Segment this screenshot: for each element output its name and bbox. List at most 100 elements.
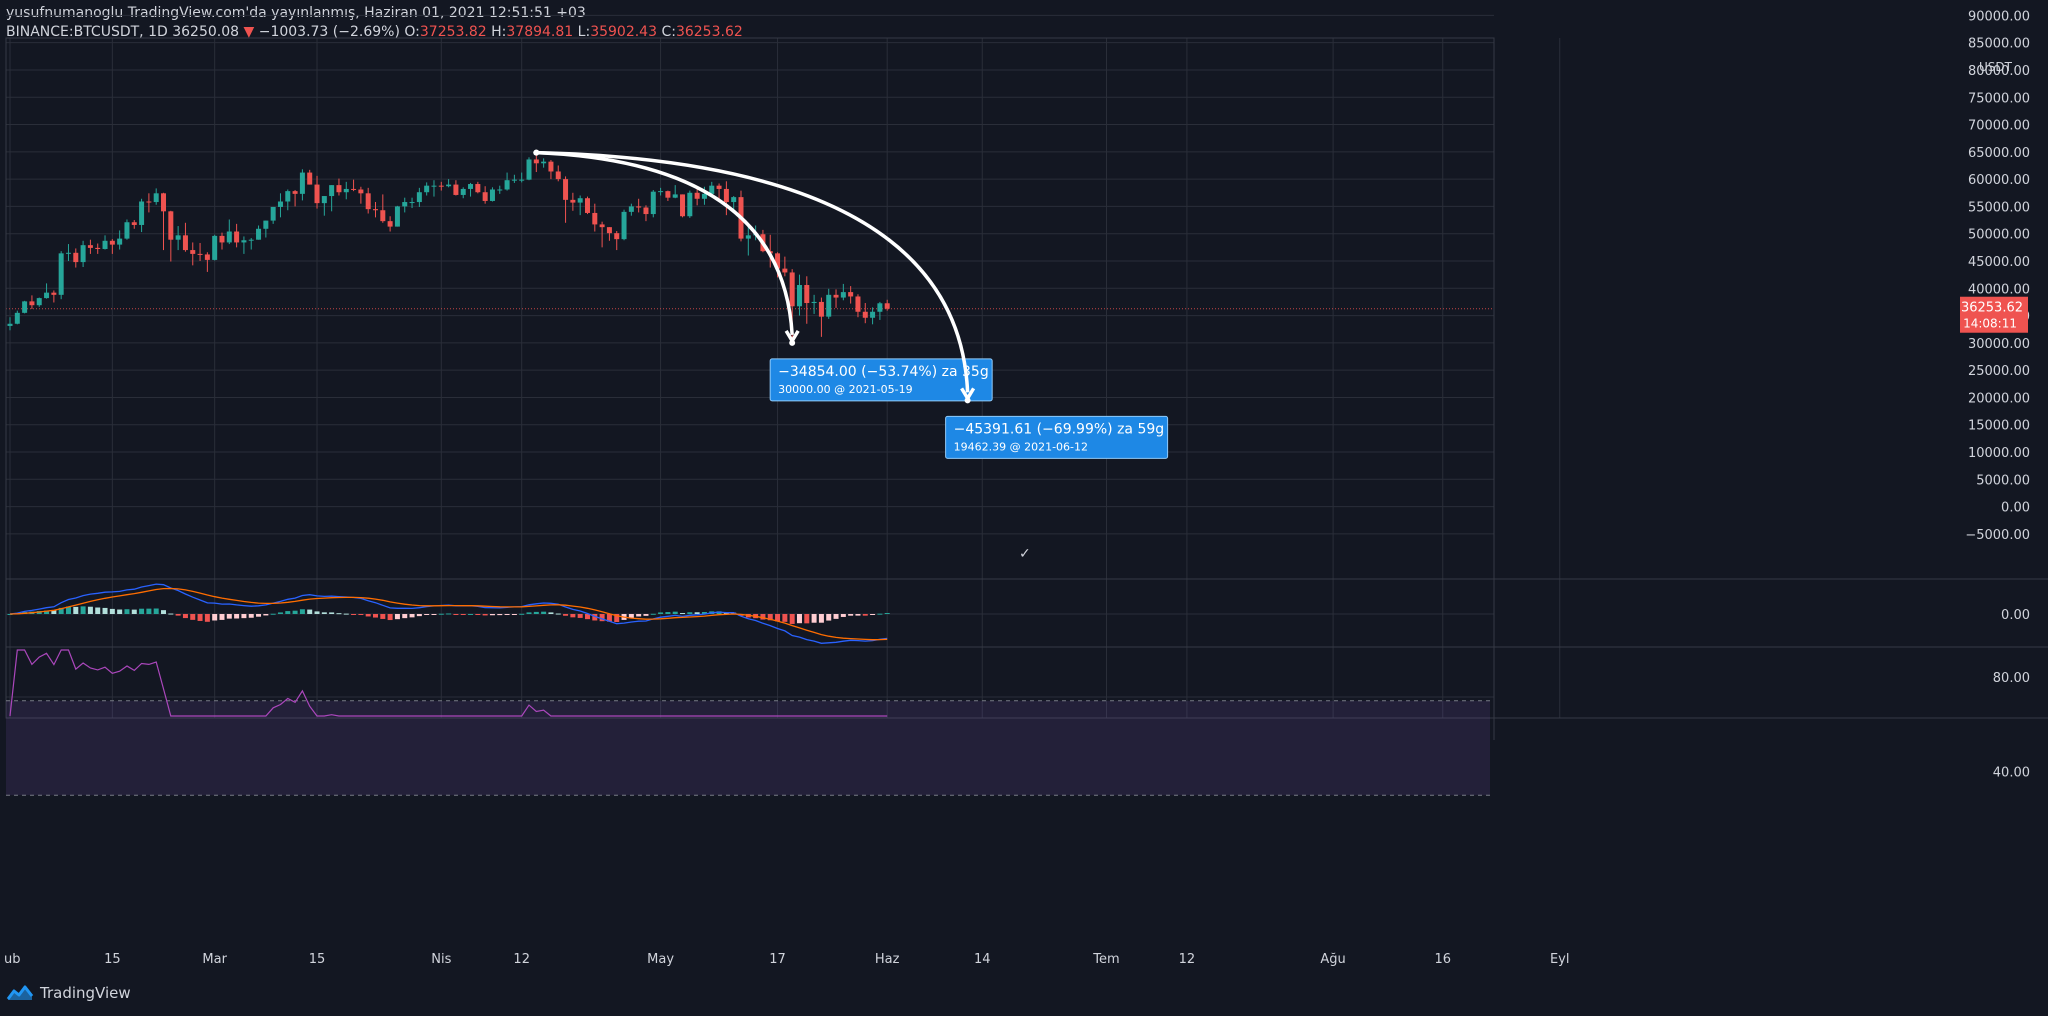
candle-body xyxy=(22,301,28,313)
macd-histogram-bar xyxy=(204,614,210,622)
candle-body xyxy=(212,235,218,260)
macd-histogram-bar xyxy=(109,608,115,614)
anchor-point xyxy=(789,339,796,346)
projection-curve xyxy=(536,150,970,393)
candle-body xyxy=(87,245,93,248)
candle-body xyxy=(314,184,320,204)
macd-histogram-bar xyxy=(680,612,686,614)
price-tick-label: 80000.00 xyxy=(1968,64,2030,79)
price-tick-label: 65000.00 xyxy=(1968,146,2030,161)
candle-body xyxy=(73,252,79,263)
price-tick-label: 5000.00 xyxy=(1976,473,2030,488)
price-axis[interactable]: 90000.00 85000.00 80000.00 75000.00 70000.00… xyxy=(1960,9,2030,781)
candle-body xyxy=(731,197,737,203)
candle-body xyxy=(51,292,57,295)
current-price-badge xyxy=(1960,296,2028,333)
time-tick-label: 17 xyxy=(769,952,786,967)
time-tick-label: Tem xyxy=(1092,952,1119,967)
price-tick-label: 50000.00 xyxy=(1968,228,2030,243)
macd-histogram-bar xyxy=(139,608,145,614)
candles xyxy=(7,152,890,343)
macd-histogram-bar xyxy=(453,614,459,615)
anchor-point xyxy=(533,149,540,156)
candle-body xyxy=(468,184,474,189)
candle-body xyxy=(577,198,583,203)
published-line: yusufnumanoglu TradingView.com'da yayınl… xyxy=(6,5,586,21)
macd-histogram-bar xyxy=(475,614,481,615)
macd-histogram-bar xyxy=(44,610,50,614)
annotations[interactable]: −34854.00 (−53.74%) za 35g 30000.00 @ 202… xyxy=(533,149,1169,562)
candle-body xyxy=(606,227,612,234)
candle-body xyxy=(102,240,108,249)
macd-histogram-bar xyxy=(95,607,101,614)
candle-body xyxy=(672,194,678,198)
macd-histogram-bar xyxy=(124,609,130,614)
candle-body xyxy=(153,193,159,203)
candle-body xyxy=(621,211,627,240)
candle-body xyxy=(65,252,71,254)
candle-body xyxy=(80,245,86,263)
rsi-line xyxy=(9,649,888,717)
candle-body xyxy=(548,161,554,172)
macd-histogram-bar xyxy=(182,614,188,619)
candle-body xyxy=(723,188,729,203)
macd-histogram-bar xyxy=(241,614,247,619)
macd-histogram-bar xyxy=(782,614,788,622)
current-price-label: 36253.62 xyxy=(1961,301,2023,316)
macd-histogram-bar xyxy=(285,611,291,614)
candle-body xyxy=(636,206,642,208)
macd-histogram-bar xyxy=(365,614,371,617)
price-tick-label: 30000.00 xyxy=(1968,337,2030,352)
price-tick-label: 25000.00 xyxy=(1968,364,2030,379)
candle-body xyxy=(541,161,547,164)
candle-body xyxy=(168,211,174,240)
price-tick-label: 85000.00 xyxy=(1968,37,2030,52)
brand-name: TradingView xyxy=(40,984,131,1002)
macd-histogram-bar xyxy=(855,614,861,616)
time-tick-label: 15 xyxy=(104,952,121,967)
candle-body xyxy=(489,189,495,201)
candle-body xyxy=(14,312,20,324)
footer-brand[interactable]: TradingView xyxy=(6,984,131,1002)
macd-histogram-bar xyxy=(526,612,532,614)
candle-body xyxy=(716,185,722,189)
candle-body xyxy=(190,250,196,254)
candle-body xyxy=(475,184,481,193)
macd-histogram-bar xyxy=(387,614,393,621)
open-label: O: xyxy=(404,24,420,40)
macd-histogram-bar xyxy=(555,613,561,615)
candle-body xyxy=(533,159,539,164)
macd-histogram-bar xyxy=(870,614,876,615)
candle-body xyxy=(680,194,686,217)
projection-label: −45391.61 (−69.99%) za 59g xyxy=(954,421,1165,437)
candle-body xyxy=(307,172,313,185)
projection-label: −34854.00 (−53.74%) za 35g xyxy=(778,364,989,380)
low-value: 35902.43 xyxy=(590,24,657,40)
candle-body xyxy=(782,268,788,273)
macd-histogram-bar xyxy=(292,610,298,614)
candle-body xyxy=(175,235,181,240)
candle-body xyxy=(701,193,707,199)
time-axis[interactable]: ub 15 Mar 15 Nis 12 May 17 Haz 14 Tem 12 Ağu 16 Eyl xyxy=(4,952,1569,967)
macd-histogram-bar xyxy=(504,614,510,615)
projection-sublabel: 19462.39 @ 2021-06-12 xyxy=(954,440,1088,453)
price-tick-label: 10000.00 xyxy=(1968,446,2030,461)
macd-histogram-bar xyxy=(614,614,620,623)
symbol-label[interactable]: BINANCE:BTCUSDT, 1D xyxy=(6,24,168,40)
macd-histogram-bar xyxy=(533,611,539,614)
macd-histogram-bar xyxy=(519,613,525,615)
macd-histogram-bar xyxy=(321,612,327,614)
macd-histogram-bar xyxy=(307,609,313,614)
candle-body xyxy=(248,239,254,241)
macd-histogram-bar xyxy=(541,611,547,614)
time-tick-label: 16 xyxy=(1434,952,1451,967)
price-tick-label: 55000.00 xyxy=(1968,200,2030,215)
macd-histogram-bar xyxy=(833,614,839,619)
candle-body xyxy=(818,301,824,317)
high-value: 37894.81 xyxy=(506,24,574,40)
macd-histogram-bar xyxy=(336,613,342,615)
macd-histogram-bar xyxy=(87,606,93,614)
signal-line xyxy=(9,587,888,641)
candle-body xyxy=(775,253,781,269)
